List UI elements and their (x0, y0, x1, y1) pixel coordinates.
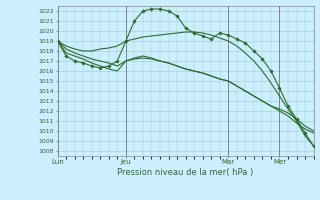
X-axis label: Pression niveau de la mer( hPa ): Pression niveau de la mer( hPa ) (117, 168, 254, 177)
